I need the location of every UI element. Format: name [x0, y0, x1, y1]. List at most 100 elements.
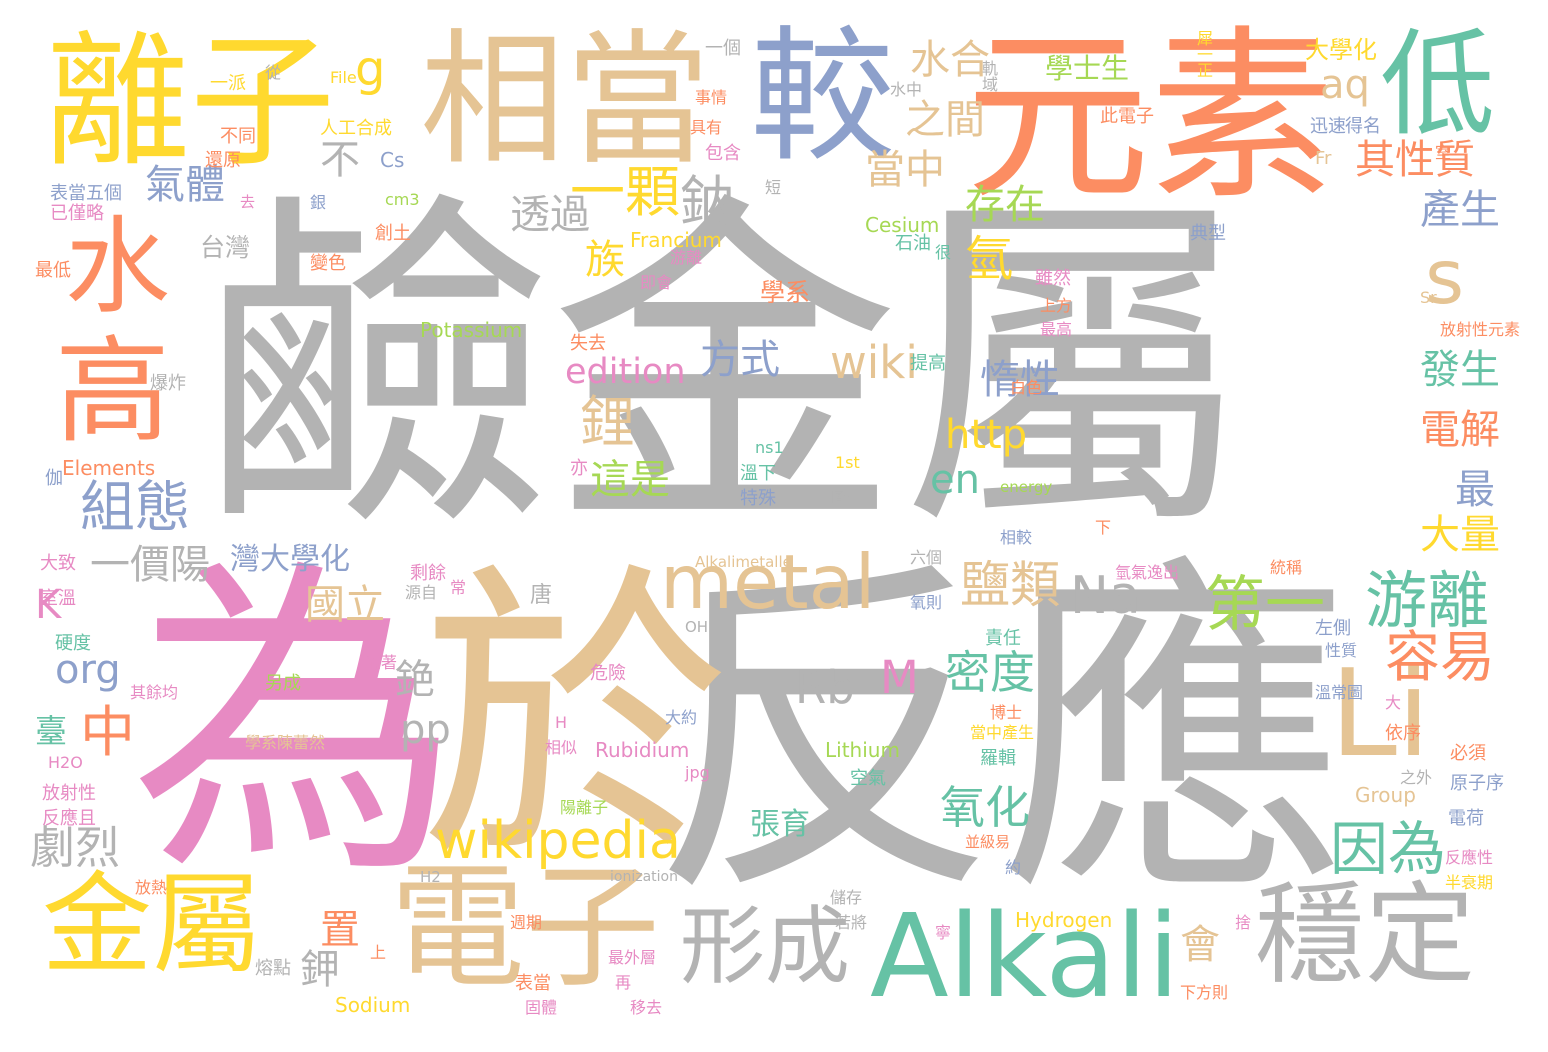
cloud-word: 放熱	[135, 878, 168, 897]
cloud-word: 下	[1095, 518, 1112, 537]
cloud-word: 第一	[1205, 570, 1325, 640]
cloud-word: 雖然	[1035, 268, 1071, 289]
cloud-word: 氫	[965, 231, 1014, 287]
cloud-word: 學系	[760, 278, 811, 307]
cloud-word: 短	[765, 178, 782, 197]
cloud-word: 反應	[650, 531, 1350, 939]
cloud-word: 室溫	[40, 588, 76, 609]
cloud-word: 游離	[1365, 564, 1490, 637]
cloud-word: 失去	[570, 333, 606, 354]
cloud-word: 圖一	[830, 488, 866, 509]
cloud-word: Sodium	[335, 993, 411, 1017]
cloud-word: aq	[1320, 62, 1370, 108]
cloud-word: Francium	[630, 228, 722, 252]
cloud-word: ionization	[610, 869, 678, 885]
cloud-word: 羅輯	[980, 748, 1016, 769]
cloud-word: 高	[55, 325, 171, 459]
cloud-word: 銀	[310, 193, 327, 212]
cloud-word: Alkalimetalle	[695, 553, 792, 571]
cloud-word: 創土	[375, 223, 411, 244]
cloud-word: 最低	[35, 260, 71, 281]
cloud-word: 很	[935, 243, 952, 262]
cloud-word: 爆炸	[150, 373, 186, 394]
cloud-word: 電解	[1420, 407, 1500, 453]
cloud-word: 博士	[990, 703, 1023, 722]
cloud-word: 大量	[1420, 512, 1500, 558]
cloud-word: Lithium	[825, 738, 900, 762]
cloud-word: 張育	[750, 807, 810, 842]
cloud-word: 伽	[45, 468, 63, 489]
cloud-word: energy	[1000, 478, 1053, 496]
cloud-word: 上方	[1040, 296, 1073, 315]
cloud-word: wikipedia	[435, 811, 681, 871]
cloud-word: Cesium	[865, 213, 940, 237]
cloud-word: 存在	[965, 182, 1045, 228]
cloud-word: 最高	[1040, 320, 1073, 339]
cloud-word: 源自	[405, 583, 438, 602]
cloud-word: 半衰期	[1445, 873, 1494, 892]
cloud-word: 劇烈	[30, 821, 121, 874]
cloud-word: 1st	[835, 453, 860, 472]
cloud-word: 水合	[910, 37, 990, 83]
cloud-word: 大	[1385, 693, 1402, 712]
cloud-word: 隔著	[365, 653, 398, 672]
cloud-word: 放射性元素	[1440, 320, 1521, 339]
cloud-word: 之外	[1400, 768, 1433, 787]
cloud-word: 人工合成	[320, 118, 392, 139]
cloud-word: 會	[1180, 922, 1220, 968]
cloud-word: 較	[750, 13, 895, 182]
cloud-word: 還原	[205, 150, 241, 171]
cloud-word: 鹽類	[960, 556, 1060, 614]
cloud-word: K	[35, 582, 62, 628]
cloud-word: http	[945, 412, 1028, 458]
cloud-word: 元素	[965, 9, 1335, 225]
cloud-word: 其餘均	[130, 683, 179, 702]
cloud-word: 具有	[690, 118, 723, 137]
cloud-word: 銫	[395, 657, 435, 703]
cloud-word: Li	[1330, 645, 1431, 784]
cloud-word: 最外層	[608, 948, 657, 967]
cloud-word: ns1	[755, 438, 784, 457]
cloud-word: 透過	[510, 192, 590, 238]
cloud-word: 週期	[510, 913, 543, 932]
cloud-word: File	[330, 68, 357, 87]
cloud-word: 移去	[630, 998, 663, 1017]
cloud-word: 溫常圖	[1315, 683, 1364, 702]
cloud-word: Rubidium	[595, 738, 690, 762]
cloud-word: 包含	[705, 143, 741, 164]
cloud-word: 方式	[700, 337, 780, 383]
cloud-word: OH	[685, 618, 709, 636]
cloud-word: 陽離子	[560, 798, 609, 817]
cloud-word: metal	[660, 538, 876, 626]
cloud-word: 電荷	[1448, 808, 1484, 829]
cloud-word: 離子	[45, 18, 335, 187]
cloud-word: pp	[400, 707, 451, 753]
cloud-word: 軌域	[979, 60, 998, 92]
cloud-word: 容易	[1385, 625, 1496, 689]
cloud-word: 鋰	[580, 390, 636, 454]
cloud-word: 氧則	[910, 593, 943, 612]
cloud-word: 族	[585, 237, 625, 283]
cloud-word: 固體	[525, 998, 558, 1017]
cloud-word: Rb	[795, 661, 855, 714]
cloud-word: 六個	[910, 548, 943, 567]
cloud-word: 統稱	[1270, 558, 1303, 577]
cloud-word: 表當	[515, 973, 551, 994]
cloud-word: 因為	[1330, 815, 1447, 883]
cloud-word: 去	[240, 193, 256, 211]
cloud-word: jpg	[685, 763, 710, 782]
cloud-word: 一派	[210, 73, 246, 94]
cloud-word: 即會	[640, 273, 673, 292]
cloud-word: 學系陳蕾然	[245, 733, 326, 752]
cloud-word: Elements	[62, 456, 156, 480]
cloud-word: g	[355, 41, 386, 97]
cloud-word: 溫下	[740, 463, 776, 484]
cloud-word: 不同	[220, 126, 256, 147]
cloud-word: 鈉	[680, 170, 736, 234]
cloud-word: 低	[1380, 18, 1496, 152]
cloud-word: 其性質	[1355, 137, 1475, 183]
cloud-word: 金屬	[42, 861, 262, 989]
cloud-word: 性質	[1325, 641, 1358, 660]
cloud-word: wiki	[830, 336, 918, 389]
